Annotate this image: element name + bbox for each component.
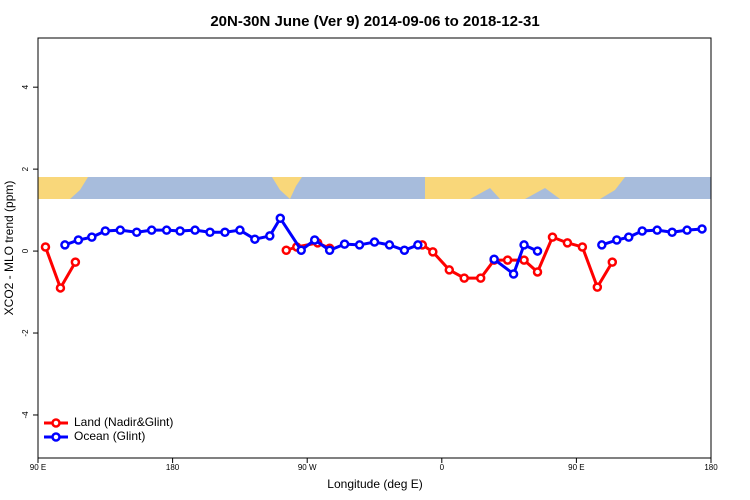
x-tick-label: 180 [166,463,180,472]
data-point [175,226,185,236]
data-point [459,273,469,283]
data-point [220,227,230,237]
data-point [532,246,543,256]
x-tick-label: 90 E [568,463,584,472]
data-point [547,232,558,242]
data-point [73,235,84,245]
data-point [40,242,51,252]
data-point [100,226,111,236]
data-point [55,283,66,293]
y-tick-label: 2 [21,166,30,171]
x-tick-label: 90 E [30,463,46,472]
data-point [281,245,292,256]
data-point [577,242,588,252]
data-point [384,240,395,250]
y-tick-label: -2 [21,329,30,337]
y-tick-label: 0 [21,248,30,253]
data-point [562,238,573,248]
y-axis-label: XCO2 - MLO trend (ppm) [2,181,16,316]
data-point [131,227,142,237]
data-point [612,235,622,245]
data-point [205,227,215,237]
x-tick-label: 180 [704,463,718,472]
data-point [475,273,486,283]
data-point [532,267,543,277]
legend-label: Ocean (Glint) [74,429,145,443]
data-point [519,240,529,250]
x-axis-label: Longitude (deg E) [327,477,422,491]
data-point [190,225,200,235]
data-point [296,245,306,256]
series-line [64,215,703,277]
data-point [161,225,172,235]
legend-marker [51,432,61,442]
data-point [667,227,677,237]
data-point [235,225,245,235]
data-point [489,254,499,265]
data-point [87,232,97,242]
data-point [146,225,157,235]
data-point [502,255,513,265]
data-point [369,237,380,247]
data-point [275,213,286,224]
data-point [399,245,410,256]
legend-label: Land (Nadir&Glint) [74,415,173,429]
data-point [354,240,365,250]
data-point [265,231,275,241]
data-point [697,224,707,234]
chart-title: 20N-30N June (Ver 9) 2014-09-06 to 2018-… [210,13,539,30]
data-point [60,240,70,250]
data-point [324,245,335,256]
data-point [623,232,634,242]
x-tick-label: 0 [440,463,445,472]
data-point [413,240,423,250]
x-tick-label: 90 W [298,463,317,472]
data-point [597,240,607,250]
data-point [115,225,126,235]
data-point [592,282,603,292]
data-point [607,257,618,267]
data-point [444,265,455,275]
plot-frame [37,37,712,459]
data-point [339,239,350,249]
data-point [250,234,260,244]
data-point [682,225,692,235]
legend-marker [51,418,61,428]
data-point [637,226,647,236]
y-tick-label: -4 [21,411,30,419]
data-point [309,235,320,245]
data-point [428,247,438,257]
map-band [38,177,711,199]
data-point [508,269,519,279]
data-point [519,255,529,265]
y-tick-label: 4 [21,84,30,89]
data-point [652,225,662,235]
data-point [70,257,81,267]
